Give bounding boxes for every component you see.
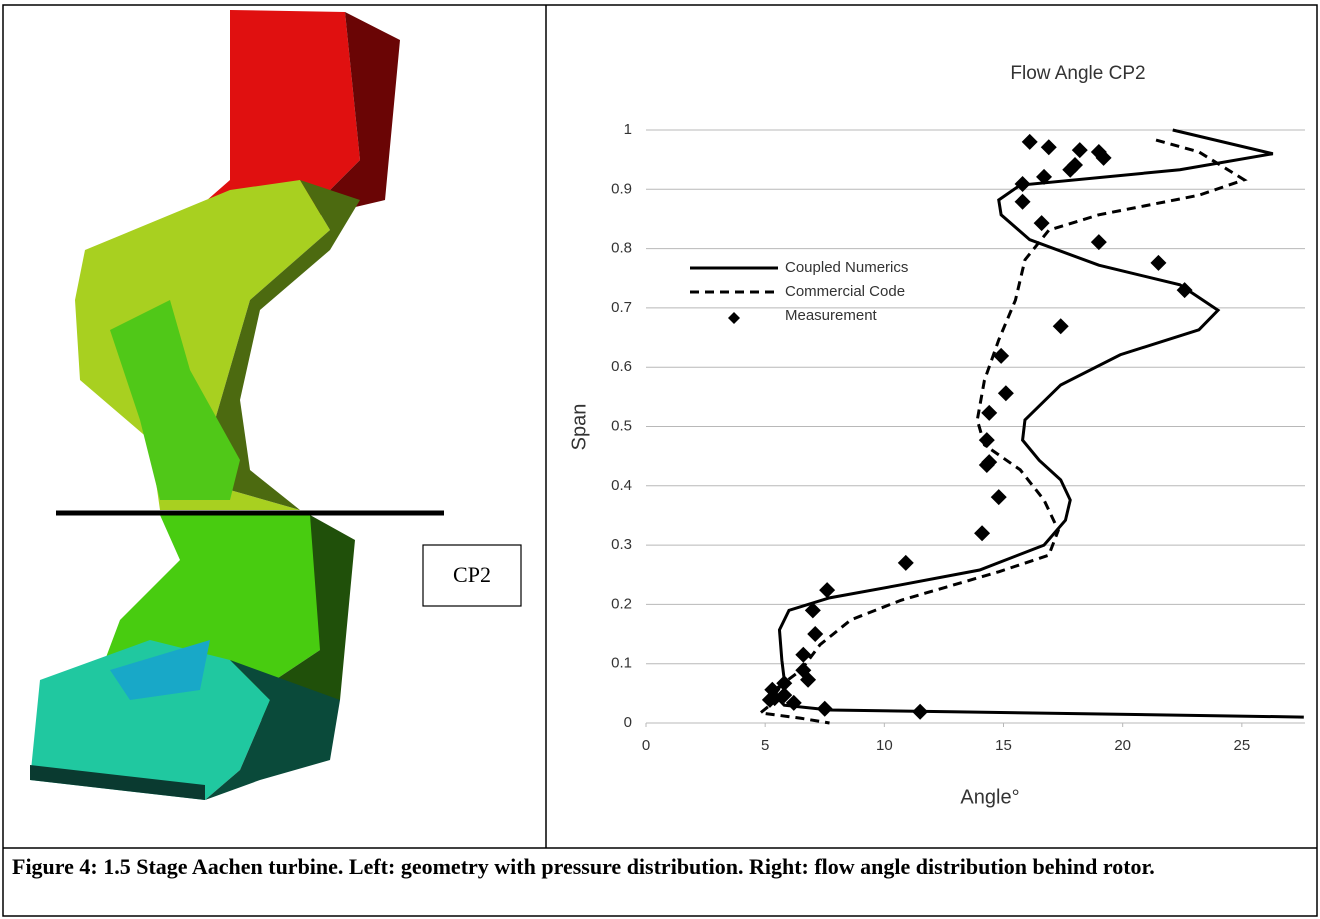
marker	[804, 602, 821, 619]
x-tick-label: 5	[761, 737, 769, 754]
y-tick-label: 0.8	[611, 240, 632, 257]
y-tick-label: 0.5	[611, 417, 632, 434]
y-tick-label: 0.4	[611, 477, 632, 494]
marker	[1176, 282, 1193, 299]
x-tick-label: 0	[642, 737, 650, 754]
marker	[978, 457, 995, 474]
turbine-geometry	[30, 10, 400, 800]
caption: Figure 4: 1.5 Stage Aachen turbine. Left…	[12, 854, 1155, 879]
marker	[761, 691, 778, 708]
chart-title: Flow Angle CP2	[1010, 63, 1145, 84]
y-tick-label: 0.3	[611, 536, 632, 553]
label-box	[422, 544, 522, 607]
y-tick-label: 0.7	[611, 299, 632, 316]
x-tick-label: 25	[1233, 737, 1250, 754]
x-tick-label: 15	[995, 737, 1012, 754]
marker	[1071, 142, 1088, 159]
x-tick-label: 20	[1114, 737, 1131, 754]
marker	[997, 385, 1014, 402]
legend-label: Measurement	[785, 307, 878, 324]
marker	[1052, 318, 1069, 335]
marker	[974, 525, 991, 542]
marker	[990, 489, 1007, 506]
y-tick-label: 1	[624, 121, 632, 138]
marker	[807, 626, 824, 643]
marker	[816, 700, 833, 717]
marker	[993, 347, 1010, 364]
marker	[785, 694, 802, 711]
y-tick-label: 0.1	[611, 655, 632, 672]
x-axis-label: Angle°	[960, 786, 1019, 808]
frame	[2, 4, 1318, 917]
y-tick-label: 0	[624, 714, 632, 731]
marker	[912, 703, 929, 720]
marker	[800, 671, 817, 688]
x-tick-label: 10	[876, 737, 893, 754]
y-tick-label: 0.2	[611, 595, 632, 612]
line	[756, 138, 1248, 725]
marker	[1090, 234, 1107, 251]
marker	[1014, 193, 1031, 210]
legend-label: Coupled Numerics	[785, 259, 908, 276]
marker	[1021, 133, 1038, 150]
y-tick-label: 0.6	[611, 358, 632, 375]
legend-marker	[728, 312, 740, 324]
marker	[978, 432, 995, 449]
marker	[897, 554, 914, 571]
marker	[1036, 168, 1053, 185]
marker	[1150, 254, 1167, 271]
y-axis-label: Span	[568, 404, 590, 451]
marker	[795, 646, 812, 663]
marker	[1062, 161, 1079, 178]
y-tick-label: 0.9	[611, 180, 632, 197]
marker	[1014, 175, 1031, 192]
marker	[819, 582, 836, 599]
marker	[1040, 139, 1057, 156]
marker	[981, 404, 998, 421]
legend-label: Commercial Code	[785, 283, 905, 300]
marker	[1033, 215, 1050, 232]
marker	[776, 675, 793, 692]
marker	[1095, 149, 1112, 166]
cp2-label: CP2	[453, 562, 491, 587]
